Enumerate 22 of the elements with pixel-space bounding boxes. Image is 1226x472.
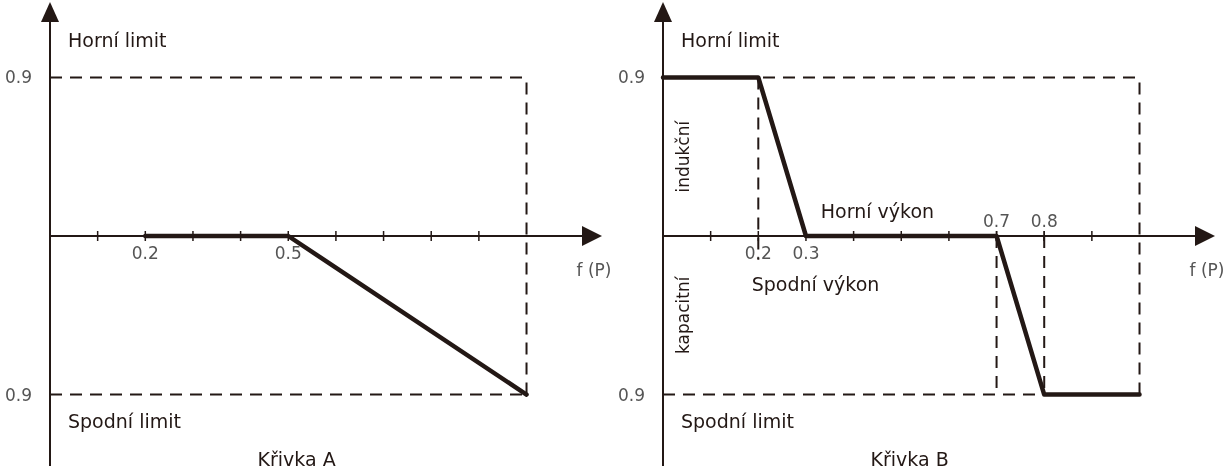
annotation: Horní výkon [820,200,935,222]
annotation: 0.9 [4,67,32,88]
annotation: Spodní výkon [751,273,880,295]
x-tick-label: 0.2 [744,243,772,263]
x-tick-label: 0.2 [131,243,159,263]
x2-tick-label: 0.8 [1030,211,1058,231]
annotation: 0.9 [4,384,32,405]
legend-label: Horní limit [68,29,167,52]
text: Křivka B [870,448,949,470]
x-axis-title: f (P) [576,260,612,280]
ref-line-label: Spodní limit [681,409,794,432]
x-axis-title: f (P) [1189,260,1225,280]
x-tick-label: 0.5 [274,243,302,263]
x2-tick-label: 0.7 [983,211,1011,231]
annotation: kapacitní [673,275,693,355]
ref-line-label: Spodní limit [68,409,181,432]
x-tick-label: 0.3 [792,243,820,263]
text: Křivka A [257,448,336,470]
annotation: indukční [673,119,693,193]
legend-label: Horní limit [681,29,780,52]
annotation: 0.9 [617,67,645,88]
annotation: 0.9 [617,384,645,405]
